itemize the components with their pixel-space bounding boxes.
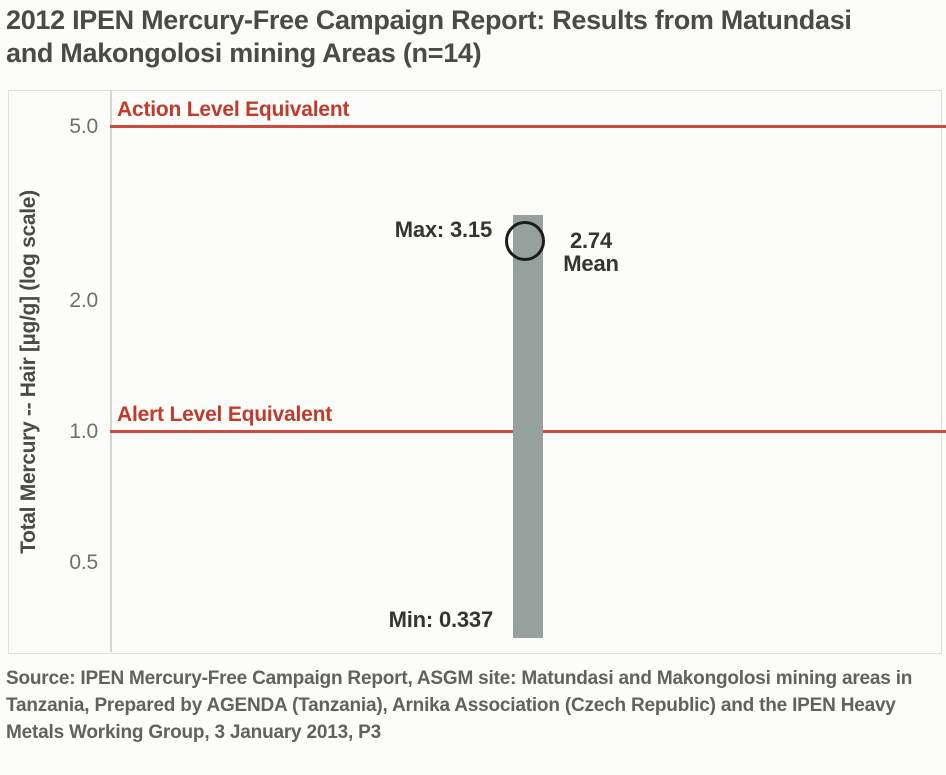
y-tick-label-1: 1.0: [69, 420, 98, 443]
alert-level-label: Alert Level Equivalent: [117, 403, 333, 426]
chart-title: 2012 IPEN Mercury-Free Campaign Report: …: [6, 4, 936, 70]
y-tick-label-2: 2.0: [69, 288, 98, 312]
min-value-label: Min: 0.337: [388, 606, 494, 632]
chart-title-line1: 2012 IPEN Mercury-Free Campaign Report: …: [6, 5, 852, 35]
max-value-label: Max: 3.15: [394, 216, 492, 242]
action-level-label: Action Level Equivalent: [117, 98, 350, 122]
mean-value-word: Mean: [563, 251, 619, 277]
y-tick-label-05: 0.5: [69, 551, 98, 575]
source-citation: Source: IPEN Mercury-Free Campaign Repor…: [6, 668, 913, 743]
range-bar: [513, 214, 543, 638]
mean-value-label: 2.74 Mean: [549, 229, 633, 275]
y-axis-title: Total Mercury -- Hair [µg/g] (log scale): [17, 190, 40, 554]
y-tick-label-5: 5.0: [69, 115, 98, 139]
mean-value-number: 2.74: [569, 228, 613, 254]
chart-title-line2: and Makongolosi mining Areas (n=14): [6, 38, 482, 68]
mean-marker-circle: [505, 221, 545, 262]
action-level-line: [110, 125, 946, 129]
plot-area: [8, 90, 942, 654]
y-axis-line: [110, 90, 112, 652]
